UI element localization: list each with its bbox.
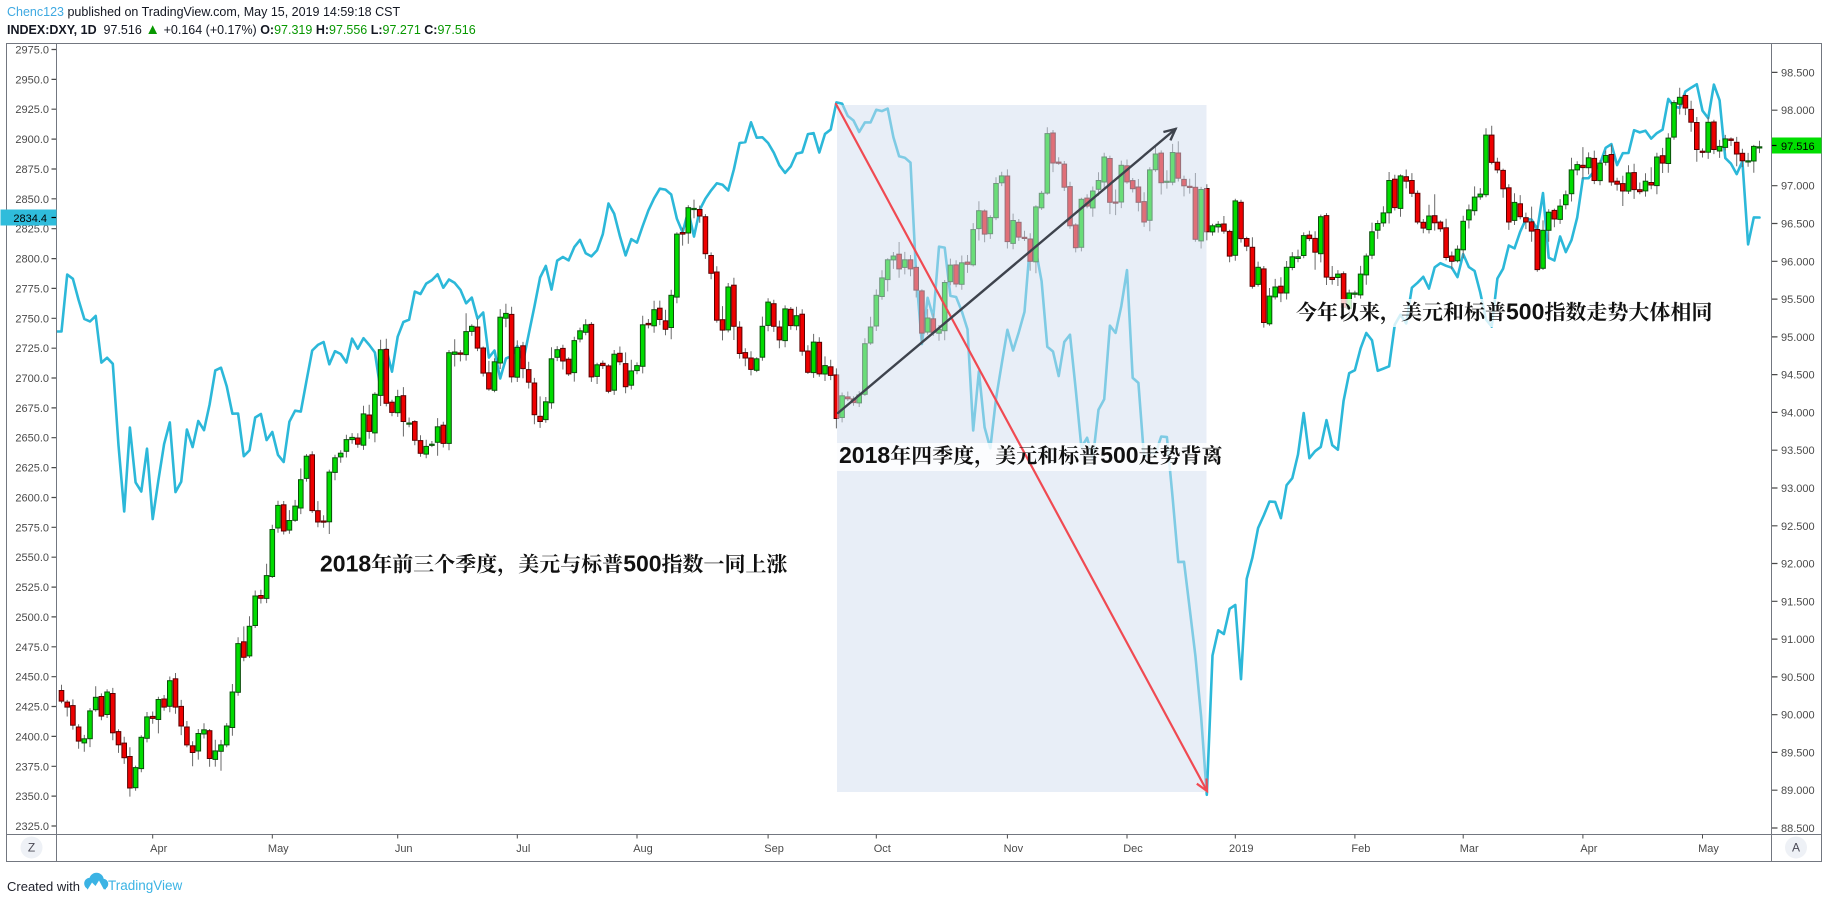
svg-text:2500.0: 2500.0 <box>15 612 49 624</box>
svg-text:88.500: 88.500 <box>1781 823 1815 835</box>
svg-text:2600.0: 2600.0 <box>15 493 49 505</box>
svg-text:Aug: Aug <box>633 843 653 855</box>
svg-text:2400.0: 2400.0 <box>15 731 49 743</box>
svg-text:2850.0: 2850.0 <box>15 194 49 206</box>
svg-text:500: 500 <box>623 551 661 577</box>
svg-text:94.000: 94.000 <box>1781 407 1815 419</box>
svg-text:92.500: 92.500 <box>1781 521 1815 533</box>
svg-text:2375.0: 2375.0 <box>15 761 49 773</box>
svg-text:Dec: Dec <box>1123 843 1143 855</box>
svg-text:2825.0: 2825.0 <box>15 224 49 236</box>
svg-text:97.000: 97.000 <box>1781 181 1815 193</box>
svg-text:91.000: 91.000 <box>1781 634 1815 646</box>
svg-text:Oct: Oct <box>874 843 891 855</box>
svg-text:2525.0: 2525.0 <box>15 582 49 594</box>
svg-text:2475.0: 2475.0 <box>15 642 49 654</box>
svg-text:95.500: 95.500 <box>1781 294 1815 306</box>
svg-text:500: 500 <box>1506 299 1544 325</box>
svg-text:91.500: 91.500 <box>1781 596 1815 608</box>
svg-text:2350.0: 2350.0 <box>15 791 49 803</box>
svg-text:2800.0: 2800.0 <box>15 254 49 266</box>
svg-text:95.000: 95.000 <box>1781 332 1815 344</box>
svg-text:2450.0: 2450.0 <box>15 672 49 684</box>
svg-text:2019: 2019 <box>1229 843 1253 855</box>
svg-text:2834.4: 2834.4 <box>13 213 47 225</box>
svg-text:90.000: 90.000 <box>1781 710 1815 722</box>
svg-text:Feb: Feb <box>1351 843 1370 855</box>
svg-text:94.500: 94.500 <box>1781 370 1815 382</box>
svg-text:Created with: Created with <box>7 879 80 894</box>
svg-text:96.500: 96.500 <box>1781 219 1815 231</box>
svg-text:Jul: Jul <box>516 843 530 855</box>
svg-text:2950.0: 2950.0 <box>15 74 49 86</box>
svg-text:2900.0: 2900.0 <box>15 134 49 146</box>
svg-text:90.500: 90.500 <box>1781 672 1815 684</box>
svg-text:Sep: Sep <box>764 843 784 855</box>
svg-text:93.000: 93.000 <box>1781 483 1815 495</box>
svg-text:89.500: 89.500 <box>1781 747 1815 759</box>
svg-text:2725.0: 2725.0 <box>15 343 49 355</box>
svg-text:2750.0: 2750.0 <box>15 313 49 325</box>
svg-text:Apr: Apr <box>1580 843 1597 855</box>
svg-text:98.000: 98.000 <box>1781 105 1815 117</box>
svg-text:A: A <box>1792 841 1800 855</box>
svg-text:2775.0: 2775.0 <box>15 283 49 295</box>
svg-text:97.516: 97.516 <box>1781 141 1815 153</box>
svg-text:2975.0: 2975.0 <box>15 45 49 57</box>
svg-text:2018: 2018 <box>839 442 890 468</box>
svg-text:2700.0: 2700.0 <box>15 373 49 385</box>
svg-text:2875.0: 2875.0 <box>15 164 49 176</box>
svg-text:2625.0: 2625.0 <box>15 463 49 475</box>
svg-text:2575.0: 2575.0 <box>15 522 49 534</box>
svg-text:May: May <box>268 843 289 855</box>
svg-text:92.000: 92.000 <box>1781 559 1815 571</box>
svg-text:2425.0: 2425.0 <box>15 702 49 714</box>
svg-text:2925.0: 2925.0 <box>15 104 49 116</box>
svg-text:Z: Z <box>28 841 35 855</box>
svg-text:2650.0: 2650.0 <box>15 433 49 445</box>
svg-text:May: May <box>1698 843 1719 855</box>
svg-text:500: 500 <box>1100 442 1138 468</box>
svg-text:Jun: Jun <box>395 843 413 855</box>
svg-text:96.000: 96.000 <box>1781 256 1815 268</box>
svg-text:2550.0: 2550.0 <box>15 552 49 564</box>
svg-text:93.500: 93.500 <box>1781 445 1815 457</box>
svg-text:TradingView: TradingView <box>108 878 183 893</box>
svg-text:2325.0: 2325.0 <box>15 821 49 833</box>
svg-text:2018: 2018 <box>320 551 371 577</box>
svg-text:89.000: 89.000 <box>1781 785 1815 797</box>
svg-text:98.500: 98.500 <box>1781 67 1815 79</box>
svg-text:2675.0: 2675.0 <box>15 403 49 415</box>
svg-text:Mar: Mar <box>1460 843 1479 855</box>
svg-text:Nov: Nov <box>1004 843 1024 855</box>
svg-text:Apr: Apr <box>150 843 167 855</box>
